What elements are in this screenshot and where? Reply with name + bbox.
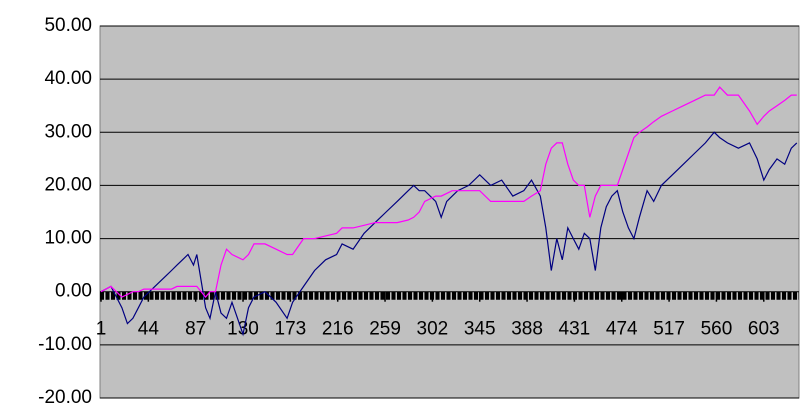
x-tick-label: 603 <box>748 319 780 340</box>
x-tick-label: 345 <box>464 319 496 340</box>
x-tick-label: 259 <box>369 319 401 340</box>
x-tick-label: 431 <box>559 319 591 340</box>
y-tick-label: 0.00 <box>55 281 92 302</box>
line-series <box>100 86 797 298</box>
x-tick-label: 517 <box>653 319 685 340</box>
x-tick-label: 1 <box>96 319 107 340</box>
x-tick-label: 560 <box>701 319 733 340</box>
x-tick-label: 44 <box>138 319 160 340</box>
y-tick-label: 20.00 <box>44 174 92 195</box>
y-tick-label: 50.00 <box>44 15 92 36</box>
plot-area <box>99 25 800 399</box>
y-tick-label: -10.00 <box>38 334 92 355</box>
y-tick-label: 30.00 <box>44 121 92 142</box>
x-tick-label: 388 <box>511 319 543 340</box>
line-series <box>100 131 798 337</box>
x-tick-label: 474 <box>606 319 638 340</box>
y-tick-label: 10.00 <box>44 228 92 249</box>
x-tick-label: 130 <box>227 319 259 340</box>
y-tick-label: -20.00 <box>38 387 92 408</box>
x-tick-label: 173 <box>275 319 307 340</box>
x-tick-label: 87 <box>185 319 206 340</box>
y-tick-label: 40.00 <box>44 68 92 89</box>
x-tick-label: 216 <box>322 319 354 340</box>
x-tick-label: 302 <box>417 319 449 340</box>
